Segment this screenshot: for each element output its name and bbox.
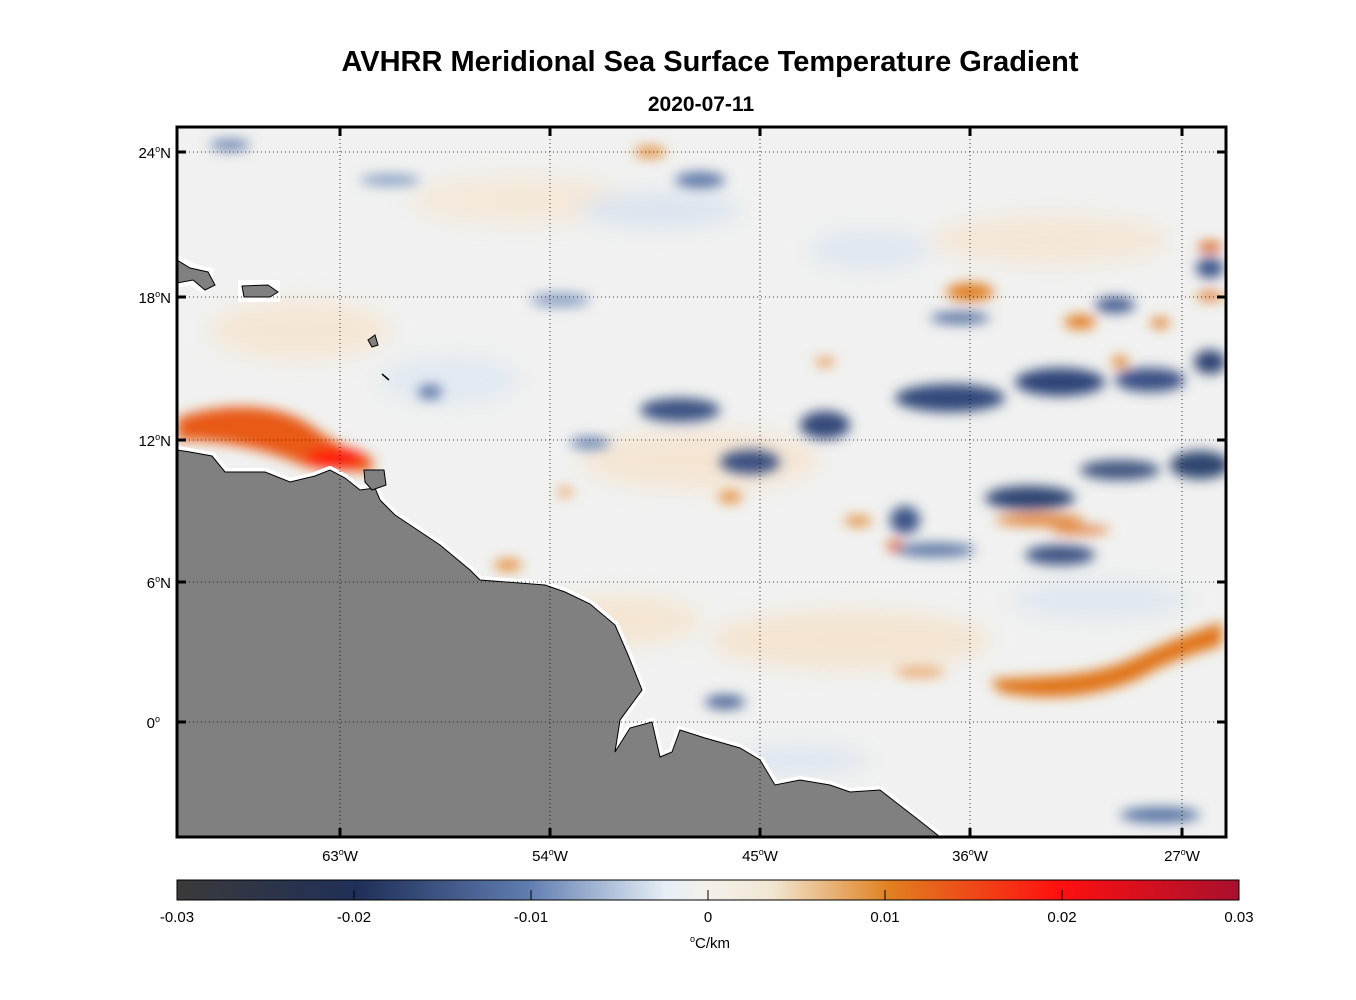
map-tick-marks — [177, 127, 1226, 837]
lat-label-24n: 24oN — [138, 144, 171, 162]
map-title: AVHRR Meridional Sea Surface Temperature… — [341, 46, 1079, 78]
lon-label-45w: 45oW — [742, 847, 778, 865]
lon-label-36w: 36oW — [952, 847, 988, 865]
sst-gradient-field — [177, 127, 1226, 837]
colorbar-label-neg002: -0.02 — [336, 909, 372, 926]
colorbar-label-neg001: -0.01 — [513, 909, 549, 926]
lon-label-27w: 27oW — [1164, 847, 1200, 865]
map-frame — [175, 125, 1228, 839]
colorbar-label-neg003: -0.03 — [159, 909, 195, 926]
lat-label-0: 0o — [146, 714, 160, 732]
colorbar-label-002: 0.02 — [1047, 909, 1077, 926]
lon-label-54w: 54oW — [532, 847, 568, 865]
south-america-landmass — [177, 449, 941, 837]
colorbar-label-001: 0.01 — [870, 909, 900, 926]
lat-label-6n: 6oN — [146, 574, 171, 592]
colorbar-label-003: 0.03 — [1224, 909, 1254, 926]
map-subtitle-date: 2020-07-11 — [647, 93, 755, 116]
lesser-antilles-island — [367, 334, 379, 348]
colorbar-label-0: 0 — [703, 909, 713, 926]
lat-label-12n: 12oN — [138, 432, 171, 450]
lat-label-18n: 18oN — [138, 289, 171, 307]
colorbar-ticks — [353, 890, 1063, 900]
trinidad-island — [363, 469, 387, 491]
map-gridlines — [177, 127, 1226, 837]
hispaniola-island — [177, 259, 216, 291]
puerto-rico-island — [241, 284, 279, 298]
lon-label-63w: 63oW — [322, 847, 358, 865]
lesser-antilles-island-south — [381, 373, 390, 381]
colorbar-unit: oC/km — [689, 934, 730, 952]
